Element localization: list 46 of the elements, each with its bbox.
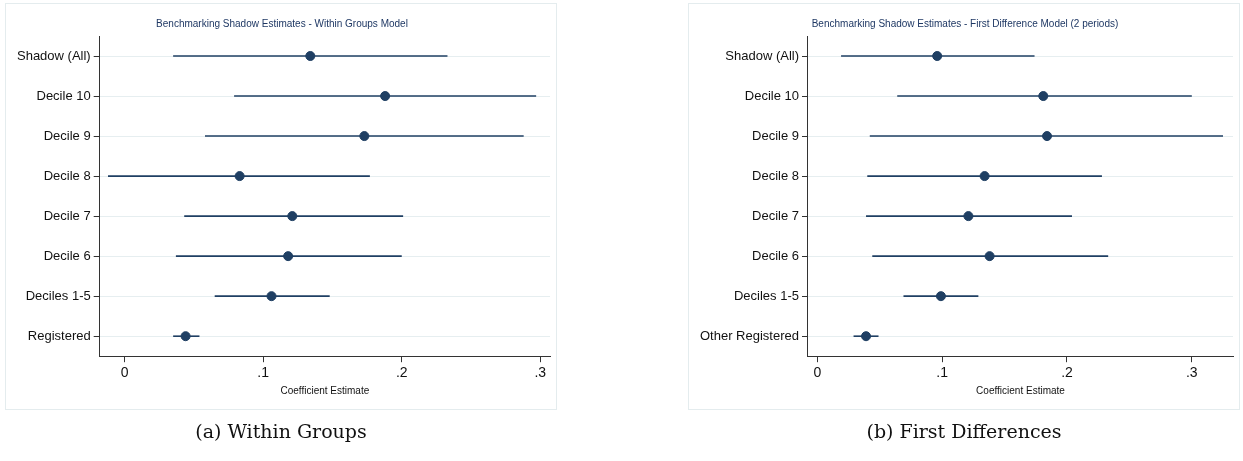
x-tick-label: .3 <box>534 364 547 381</box>
x-tick-label: .1 <box>257 364 270 381</box>
y-tick-label: Decile 8 <box>752 167 799 183</box>
point <box>234 171 245 182</box>
y-tick-label: Shadow (All) <box>16 47 91 63</box>
point <box>979 171 990 182</box>
x-tick-label: 0 <box>813 364 822 381</box>
x-tick-label: .1 <box>936 364 949 381</box>
y-tick-label: Decile 9 <box>752 127 799 143</box>
point <box>935 291 946 302</box>
point <box>305 51 316 62</box>
y-tick-label: Decile 7 <box>752 207 799 223</box>
y-tick-label: Decile 9 <box>43 127 91 143</box>
point <box>283 251 294 262</box>
point <box>287 211 298 222</box>
point <box>1042 131 1053 142</box>
y-tick-label: Shadow (All) <box>725 47 799 63</box>
point <box>266 291 277 302</box>
y-tick-label: Other Registered <box>699 327 799 343</box>
x-tick-label: .3 <box>1185 364 1198 381</box>
y-tick-label: Decile 6 <box>43 247 91 263</box>
point <box>861 331 872 342</box>
point <box>984 251 995 262</box>
y-tick-label: Deciles 1-5 <box>733 287 799 303</box>
x-axis-title: Coefficient Estimate <box>280 384 370 396</box>
y-tick-label: Registered <box>27 327 91 343</box>
point <box>1038 91 1049 102</box>
point <box>180 331 191 342</box>
y-tick-label: Decile 6 <box>752 247 799 263</box>
x-axis-title: Coefficient Estimate <box>976 384 1066 396</box>
point <box>963 211 974 222</box>
y-tick-label: Decile 8 <box>43 167 91 183</box>
text: (a) Within Groups <box>194 420 368 442</box>
point <box>932 51 943 62</box>
chart-title: Benchmarking Shadow Estimates - First Difference Model (2 periods) <box>811 17 1119 29</box>
point <box>380 91 391 102</box>
point <box>359 131 370 142</box>
text: (b) First Differences <box>865 420 1063 442</box>
y-tick-label: Decile 10 <box>744 87 799 103</box>
chart-title: Benchmarking Shadow Estimates - Within Groups Model <box>156 17 408 29</box>
y-tick-label: Decile 10 <box>36 87 91 103</box>
y-tick-label: Deciles 1-5 <box>25 287 91 303</box>
x-tick-label: .2 <box>1061 364 1074 381</box>
x-tick-label: .2 <box>395 364 408 381</box>
y-tick-label: Decile 7 <box>43 207 91 223</box>
x-tick-label: 0 <box>120 364 129 381</box>
